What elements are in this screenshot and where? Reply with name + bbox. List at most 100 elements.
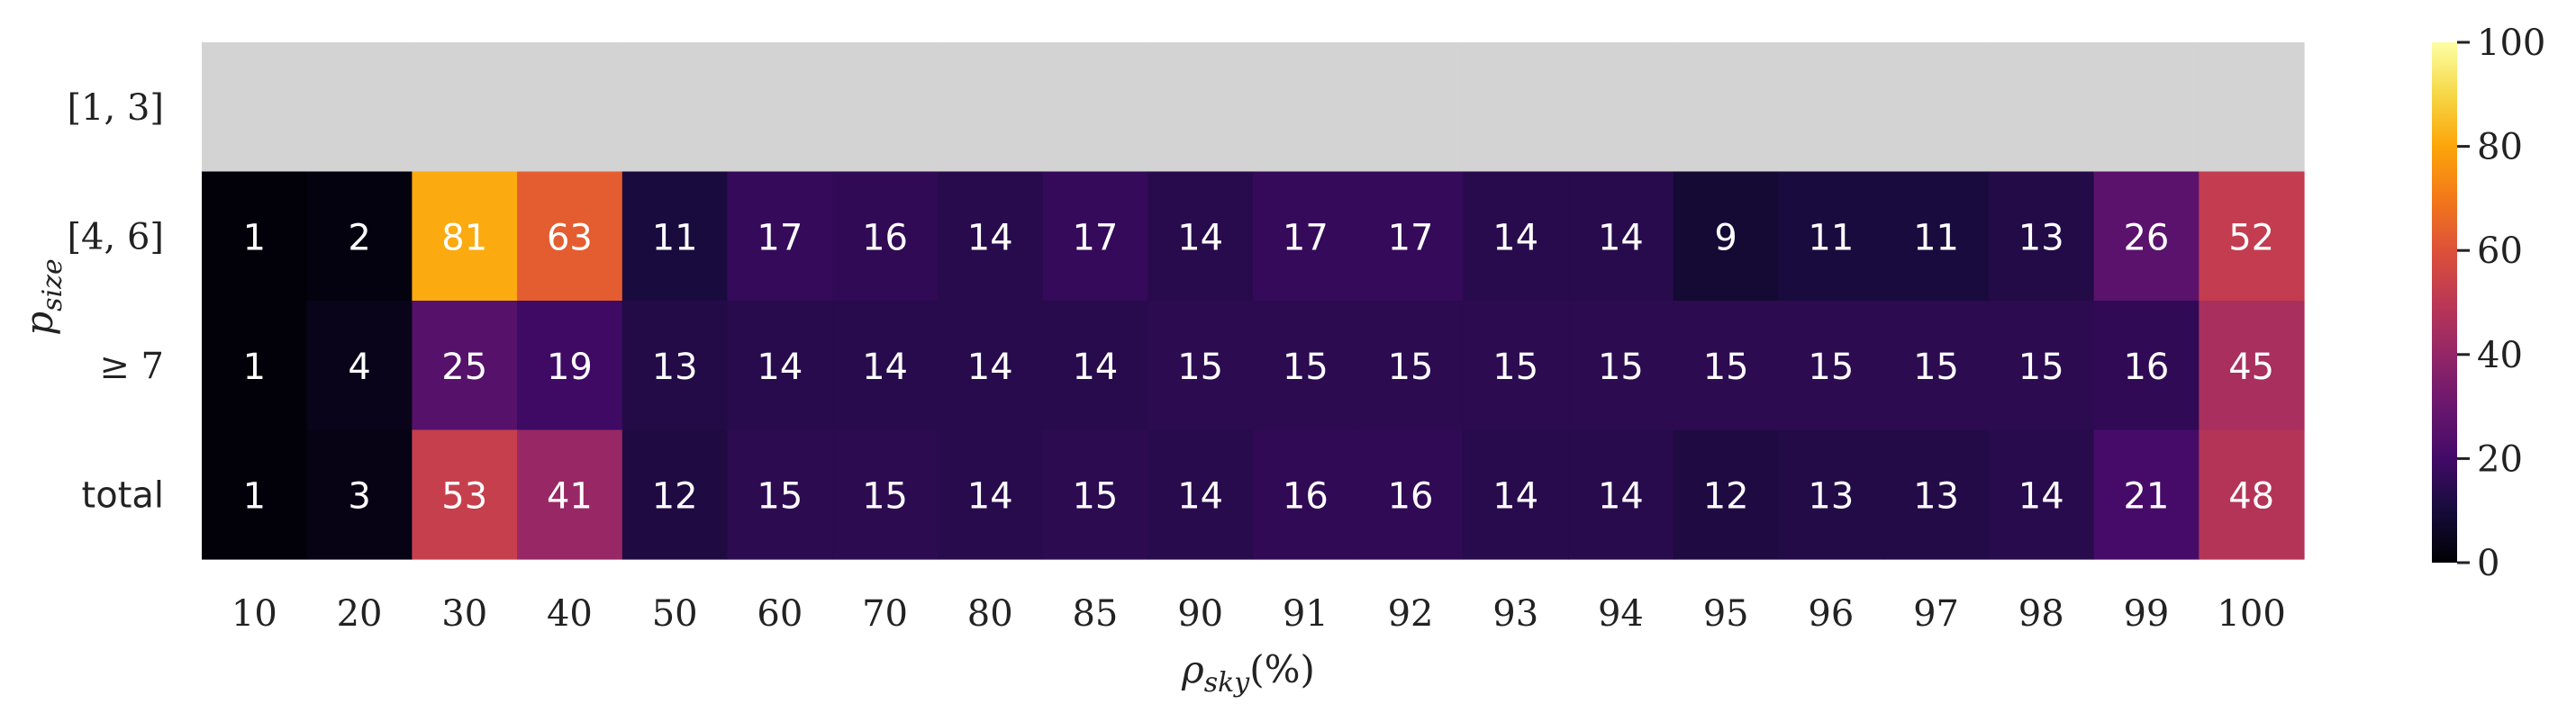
cell-value-label: 15 [2018, 347, 2064, 388]
x-tick-label: 40 [547, 593, 593, 635]
cell-value-label: 48 [2228, 475, 2274, 517]
heatmap-cell [1673, 429, 1780, 560]
cell-value-label: 14 [1598, 475, 1644, 517]
heatmap-cell [2199, 42, 2305, 173]
heatmap-cell [202, 42, 308, 173]
heatmap-cell [1988, 301, 2095, 431]
x-tick-label: 99 [2123, 593, 2169, 635]
heatmap-cell [1673, 42, 1780, 173]
x-tick-label: 20 [337, 593, 383, 635]
cell-value-label: 15 [862, 475, 908, 517]
heatmap-cell [621, 171, 729, 302]
heatmap-cell [2199, 171, 2305, 302]
y-axis-label: psize [17, 258, 68, 335]
heatmap-cell [1463, 301, 1569, 431]
heatmap-cell [1778, 429, 1884, 560]
heatmap-cell [1357, 429, 1464, 560]
heatmap-cell [1778, 171, 1884, 302]
y-tick-label: [4, 6] [67, 216, 164, 257]
cell-value-label: 15 [1492, 347, 1538, 388]
heatmap-cell [832, 171, 939, 302]
heatmap-cell [1883, 301, 1990, 431]
cell-value-label: 15 [1808, 347, 1854, 388]
cell-value-label: 15 [1913, 347, 1959, 388]
x-tick-label: 91 [1283, 593, 1329, 635]
x-tick-label: 92 [1388, 593, 1434, 635]
cell-value-label: 13 [2018, 217, 2064, 258]
heatmap-cell [621, 301, 729, 431]
heatmap-cell [1042, 171, 1148, 302]
cell-value-label: 14 [757, 347, 803, 388]
cell-value-label: 1 [243, 475, 266, 517]
heatmap-cell [412, 301, 518, 431]
cell-value-label: 12 [652, 475, 698, 517]
x-tick-label: 80 [967, 593, 1013, 635]
colorbar-tick-label: 60 [2477, 230, 2523, 272]
heatmap-cell [202, 171, 308, 302]
heatmap-cell [832, 429, 939, 560]
cell-value-label: 17 [1072, 217, 1118, 258]
heatmap-cell [1988, 429, 2095, 560]
cell-value-label: 15 [1388, 347, 1434, 388]
heatmap-cell [937, 42, 1044, 173]
cell-value-label: 14 [1177, 217, 1223, 258]
cell-value-label: 17 [1283, 217, 1329, 258]
cell-value-label: 1 [243, 347, 266, 388]
heatmap-cell [1883, 429, 1990, 560]
cell-value-label: 14 [967, 217, 1013, 258]
x-axis-label: ρsky(%) [1181, 647, 1315, 699]
cell-value-label: 26 [2123, 217, 2169, 258]
cell-value-label: 25 [441, 347, 487, 388]
heatmap-cell [517, 429, 623, 560]
colorbar-ticks: 0 20 40 60 80 100 [2457, 23, 2545, 584]
heatmap-cell [1042, 429, 1148, 560]
cell-value-label: 2 [348, 217, 370, 258]
y-tick-label: ≥ 7 [99, 346, 164, 387]
cell-value-label: 14 [1492, 217, 1538, 258]
cell-value-label: 15 [1177, 347, 1223, 388]
heatmap-cell [1147, 301, 1254, 431]
heatmap-cell [2093, 42, 2200, 173]
heatmap-cell [1673, 301, 1780, 431]
x-tick-label: 10 [231, 593, 277, 635]
cell-value-label: 16 [1388, 475, 1434, 517]
x-tick-label: 94 [1598, 593, 1644, 635]
cell-value-label: 12 [1703, 475, 1749, 517]
heatmap-cell [306, 429, 413, 560]
cell-value-label: 81 [441, 217, 487, 258]
heatmap-cell [2199, 429, 2305, 560]
cell-value-label: 16 [2123, 347, 2169, 388]
x-tick-label: 98 [2018, 593, 2064, 635]
cell-value-label: 3 [348, 475, 370, 517]
heatmap-cell [2093, 301, 2200, 431]
cell-value-label: 14 [862, 347, 908, 388]
heatmap-cell [1988, 42, 2095, 173]
heatmap-cell [1357, 301, 1464, 431]
cell-value-label: 11 [1913, 217, 1959, 258]
heatmap-cell [1778, 42, 1884, 173]
heatmap-cell [937, 301, 1044, 431]
cell-value-label: 16 [1283, 475, 1329, 517]
cell-value-label: 11 [1808, 217, 1854, 258]
heatmap-cell [306, 42, 413, 173]
cell-value-label: 15 [1283, 347, 1329, 388]
heatmap-cell [1253, 429, 1359, 560]
y-tick-labels: [1, 3] [4, 6] ≥ 7 total [67, 87, 164, 517]
cell-value-label: 15 [757, 475, 803, 517]
cell-value-label: 17 [1388, 217, 1434, 258]
x-tick-label: 85 [1072, 593, 1118, 635]
cell-value-label: 13 [1913, 475, 1959, 517]
cell-value-label: 13 [1808, 475, 1854, 517]
heatmap-cell [1357, 42, 1464, 173]
colorbar-tick-label: 40 [2477, 335, 2523, 376]
x-tick-label: 95 [1703, 593, 1749, 635]
cell-value-label: 14 [967, 347, 1013, 388]
y-axis-label-sub: size [37, 258, 68, 311]
heatmap-cell [1988, 171, 2095, 302]
x-axis-label-main: ρ [1181, 647, 1204, 691]
heatmap-cell [412, 429, 518, 560]
colorbar-tick-label: 0 [2477, 543, 2499, 584]
x-tick-label: 93 [1492, 593, 1538, 635]
x-tick-label: 50 [652, 593, 698, 635]
